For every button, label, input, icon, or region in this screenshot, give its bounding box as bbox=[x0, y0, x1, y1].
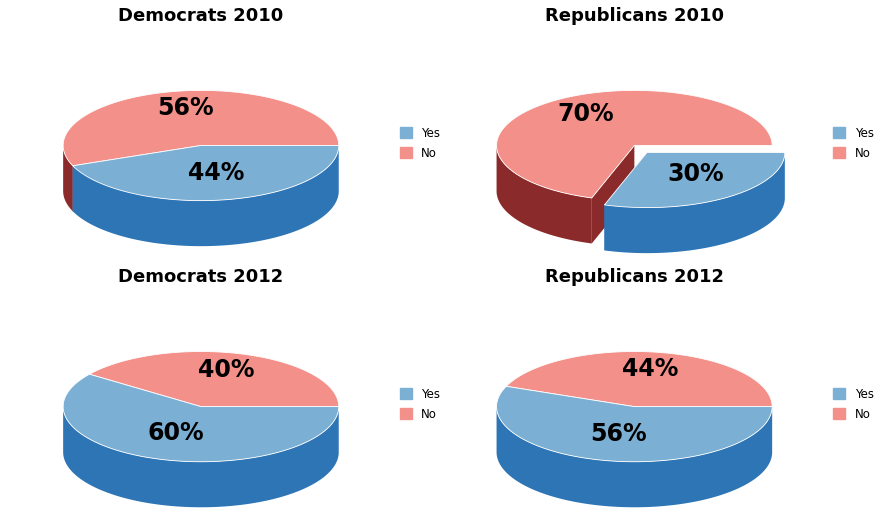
Title: Democrats 2010: Democrats 2010 bbox=[118, 7, 284, 25]
Title: Republicans 2012: Republicans 2012 bbox=[545, 268, 724, 286]
Polygon shape bbox=[604, 152, 647, 250]
Legend: Yes, No: Yes, No bbox=[400, 127, 440, 160]
Text: 44%: 44% bbox=[622, 358, 678, 381]
Polygon shape bbox=[604, 153, 785, 253]
Polygon shape bbox=[497, 407, 772, 507]
Polygon shape bbox=[64, 90, 339, 166]
Polygon shape bbox=[497, 145, 592, 244]
Polygon shape bbox=[497, 90, 772, 198]
Polygon shape bbox=[64, 146, 73, 212]
Text: 30%: 30% bbox=[668, 162, 724, 186]
Polygon shape bbox=[604, 152, 785, 207]
Text: 44%: 44% bbox=[188, 161, 244, 185]
Legend: Yes, No: Yes, No bbox=[400, 387, 440, 421]
Text: 60%: 60% bbox=[147, 421, 204, 445]
Polygon shape bbox=[73, 145, 339, 201]
Text: 56%: 56% bbox=[591, 422, 647, 446]
Title: Republicans 2010: Republicans 2010 bbox=[545, 7, 724, 25]
Polygon shape bbox=[506, 352, 772, 407]
Text: 40%: 40% bbox=[198, 359, 255, 382]
Text: 70%: 70% bbox=[557, 102, 614, 126]
Polygon shape bbox=[64, 374, 339, 462]
Polygon shape bbox=[73, 145, 201, 212]
Legend: Yes, No: Yes, No bbox=[833, 387, 874, 421]
Text: 56%: 56% bbox=[157, 96, 213, 120]
Polygon shape bbox=[89, 352, 339, 407]
Polygon shape bbox=[497, 386, 772, 462]
Legend: Yes, No: Yes, No bbox=[833, 127, 874, 160]
Polygon shape bbox=[73, 145, 201, 212]
Title: Democrats 2012: Democrats 2012 bbox=[118, 268, 284, 286]
Polygon shape bbox=[592, 145, 634, 244]
Polygon shape bbox=[73, 146, 339, 246]
Polygon shape bbox=[64, 407, 339, 507]
